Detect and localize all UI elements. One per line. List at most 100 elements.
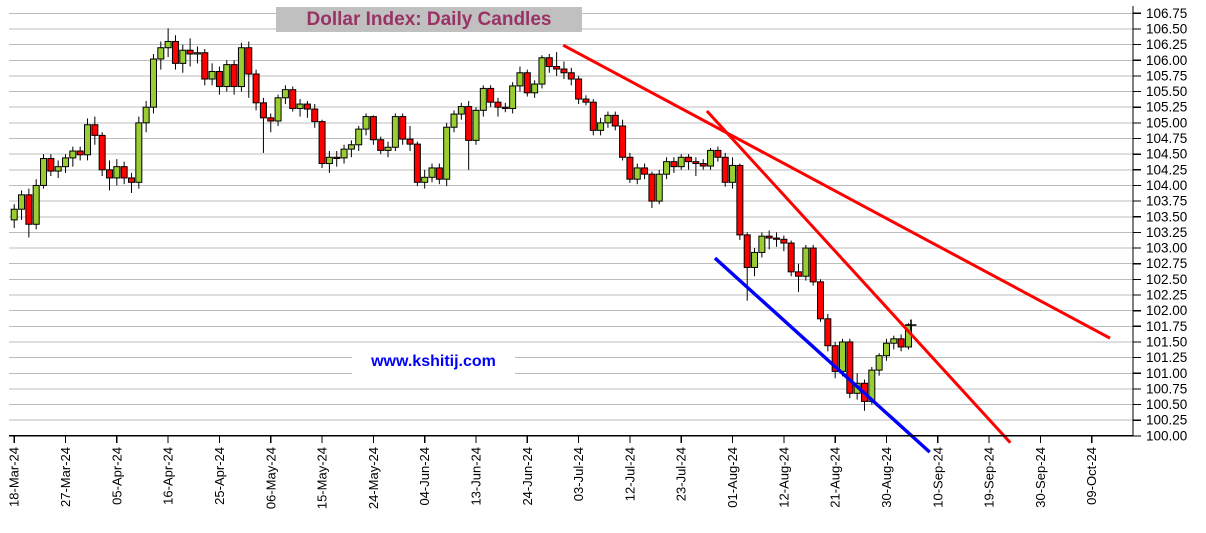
x-axis-label: 24-Jun-24 [520, 447, 535, 506]
candle-down [501, 106, 509, 109]
candle-up [135, 122, 143, 183]
candle-down [311, 108, 319, 123]
candle-up [677, 156, 685, 168]
candle-down [795, 271, 803, 277]
candle-down [127, 177, 135, 183]
y-axis-label: 104.00 [1146, 178, 1187, 193]
candle-down [186, 49, 194, 55]
candles [10, 28, 912, 411]
candle-up [40, 158, 48, 186]
y-axis-label: 103.50 [1146, 209, 1187, 224]
candle-up [443, 126, 451, 180]
trendline-support-channel [713, 256, 931, 454]
candle-down [773, 237, 781, 240]
y-axis-label: 105.00 [1146, 115, 1187, 130]
candle-down [377, 139, 385, 151]
x-axis-label: 12-Jul-24 [622, 447, 637, 501]
x-axis-label: 16-Apr-24 [161, 447, 176, 505]
candle-up [10, 208, 18, 221]
y-axis-label: 106.25 [1146, 37, 1187, 52]
x-axis-label: 21-Aug-24 [828, 447, 843, 508]
candle-down [567, 72, 575, 80]
candle-up [325, 156, 333, 165]
candle-up [838, 341, 846, 372]
y-axis-label: 105.25 [1146, 100, 1187, 115]
x-axis-label: 25-Apr-24 [212, 447, 227, 505]
candle-down [465, 106, 473, 141]
y-axis-label: 102.00 [1146, 303, 1187, 318]
chart-title-box: Dollar Index: Daily Candles [276, 7, 582, 32]
y-axis-label: 104.50 [1146, 147, 1187, 162]
x-axis-label: 18-Mar-24 [7, 447, 22, 507]
candle-up [421, 176, 429, 183]
candle-down [406, 138, 414, 145]
candle-down [685, 156, 693, 163]
watermark-box: www.kshitij.com [352, 350, 515, 374]
x-axis-label: 30-Aug-24 [879, 447, 894, 508]
y-axis-label: 104.75 [1146, 131, 1187, 146]
x-axis-label: 01-Aug-24 [725, 447, 740, 508]
candle-down [47, 158, 55, 172]
candle-down [76, 150, 84, 156]
candle-up [655, 173, 663, 202]
candle-down [120, 166, 128, 179]
y-axis-label: 103.00 [1146, 241, 1187, 256]
candle-up [69, 150, 77, 159]
x-axis-label: 23-Jul-24 [674, 447, 689, 501]
candle-up [274, 97, 282, 122]
candle-up [707, 149, 715, 167]
candle-down [25, 194, 33, 225]
candle-up [18, 194, 26, 210]
candle-up [32, 184, 40, 225]
candle-up [663, 161, 671, 175]
candle-down [582, 98, 590, 103]
candle-down [252, 73, 260, 104]
trendlines [562, 43, 1111, 454]
x-axis-label: 27-Mar-24 [58, 447, 73, 507]
y-axis-label: 103.75 [1146, 194, 1187, 209]
y-axis-label: 106.50 [1146, 21, 1187, 36]
candle-up [597, 122, 605, 131]
candle-up [538, 57, 546, 85]
candle-down [670, 161, 678, 168]
candle-up [890, 338, 898, 344]
candle-up [391, 116, 399, 148]
candle-up [882, 342, 890, 357]
candle-up [384, 146, 392, 151]
candle-up [193, 52, 201, 55]
candle-up [157, 47, 165, 60]
candle-down [626, 156, 634, 180]
candle-down [897, 338, 905, 348]
candle-up [516, 72, 524, 87]
candle-down [692, 161, 700, 165]
candle-up [340, 148, 348, 159]
candle-down [494, 101, 502, 108]
candle-down [560, 68, 568, 74]
y-axis-label: 104.25 [1146, 162, 1187, 177]
candle-down [105, 169, 113, 179]
candle-up [281, 89, 289, 99]
candle-down [846, 341, 854, 394]
y-axis-label: 102.75 [1146, 256, 1187, 271]
y-axis-label: 101.50 [1146, 334, 1187, 349]
candle-down [289, 89, 297, 109]
candle-up [62, 157, 70, 168]
candle-down [545, 57, 553, 68]
candle-down [201, 52, 209, 80]
candle-down [721, 156, 729, 183]
candle-down [487, 87, 495, 103]
candle-up [208, 71, 216, 80]
y-axis-label: 103.25 [1146, 225, 1187, 240]
candle-up [531, 83, 539, 94]
candle-up [164, 40, 172, 49]
candle-up [457, 106, 465, 115]
candle-down [611, 114, 619, 127]
candle-down [553, 66, 561, 70]
candle-up [633, 167, 641, 180]
x-axis-label: 15-May-24 [315, 447, 330, 509]
candle-down [91, 124, 99, 136]
gridlines [9, 12, 1133, 437]
candle-up [355, 128, 363, 146]
